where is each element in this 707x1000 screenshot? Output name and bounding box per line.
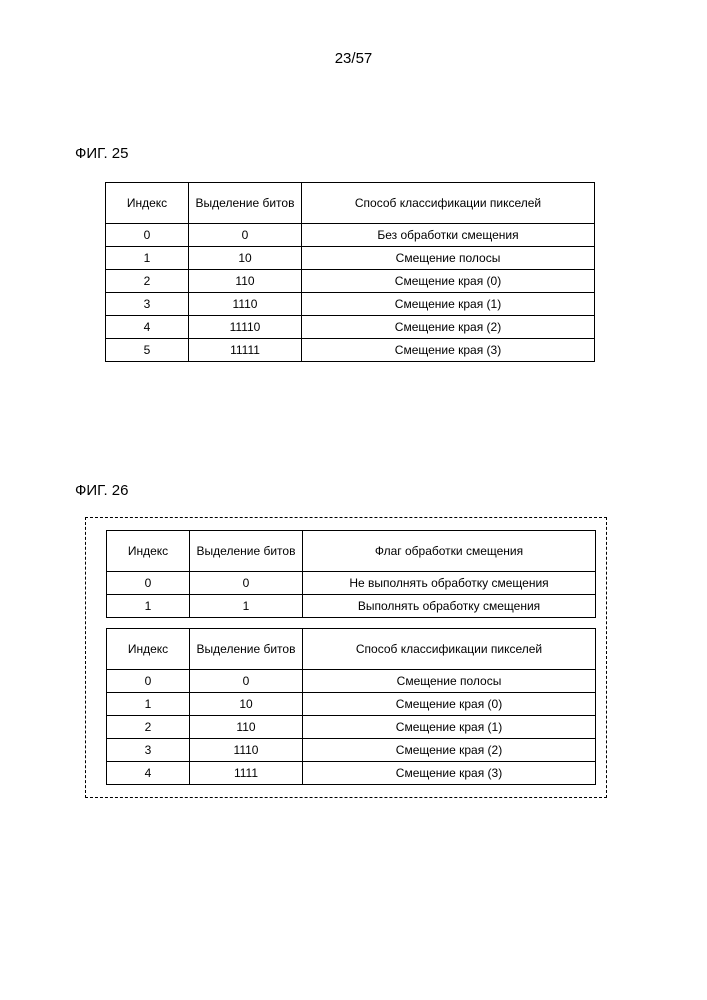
col-header-method: Способ классификации пикселей	[302, 183, 595, 224]
cell-method: Смещение края (1)	[302, 293, 595, 316]
page-number: 23/57	[0, 0, 707, 67]
cell-bits: 110	[190, 716, 303, 739]
table-header-row: Индекс Выделение битов Флаг обработки см…	[107, 531, 596, 572]
table-row: 5 11111 Смещение края (3)	[106, 339, 595, 362]
cell-bits: 1110	[189, 293, 302, 316]
cell-method: Смещение края (0)	[303, 693, 596, 716]
cell-index: 4	[107, 762, 190, 785]
fig26-dashed-container: Индекс Выделение битов Флаг обработки см…	[85, 517, 607, 798]
cell-method: Смещение края (3)	[303, 762, 596, 785]
table-row: 4 1111 Смещение края (3)	[107, 762, 596, 785]
cell-flag: Выполнять обработку смещения	[303, 595, 596, 618]
table-row: 1 10 Смещение края (0)	[107, 693, 596, 716]
table-row: 3 1110 Смещение края (1)	[106, 293, 595, 316]
table-row: 3 1110 Смещение края (2)	[107, 739, 596, 762]
cell-index: 5	[106, 339, 189, 362]
table-header-row: Индекс Выделение битов Способ классифика…	[107, 629, 596, 670]
cell-index: 0	[106, 224, 189, 247]
cell-bits: 110	[189, 270, 302, 293]
cell-method: Без обработки смещения	[302, 224, 595, 247]
cell-bits: 0	[189, 224, 302, 247]
col-header-index: Индекс	[107, 531, 190, 572]
table-row: 4 11110 Смещение края (2)	[106, 316, 595, 339]
fig25-label: ФИГ. 25	[75, 145, 707, 162]
cell-index: 0	[107, 670, 190, 693]
cell-method: Смещение полосы	[302, 247, 595, 270]
cell-index: 2	[107, 716, 190, 739]
fig26-label: ФИГ. 26	[75, 482, 707, 499]
col-header-bits: Выделение битов	[190, 629, 303, 670]
cell-bits: 0	[190, 670, 303, 693]
cell-bits: 0	[190, 572, 303, 595]
cell-bits: 10	[190, 693, 303, 716]
cell-bits: 11111	[189, 339, 302, 362]
cell-index: 1	[106, 247, 189, 270]
fig26-table-a: Индекс Выделение битов Флаг обработки см…	[106, 530, 596, 618]
col-header-bits: Выделение битов	[190, 531, 303, 572]
cell-index: 1	[107, 595, 190, 618]
table-row: 1 1 Выполнять обработку смещения	[107, 595, 596, 618]
cell-index: 0	[107, 572, 190, 595]
table-row: 1 10 Смещение полосы	[106, 247, 595, 270]
cell-index: 3	[107, 739, 190, 762]
col-header-method: Способ классификации пикселей	[303, 629, 596, 670]
cell-index: 4	[106, 316, 189, 339]
col-header-bits: Выделение битов	[189, 183, 302, 224]
cell-method: Смещение края (1)	[303, 716, 596, 739]
table-row: 0 0 Не выполнять обработку смещения	[107, 572, 596, 595]
cell-bits: 1111	[190, 762, 303, 785]
cell-method: Смещение края (2)	[302, 316, 595, 339]
col-header-index: Индекс	[107, 629, 190, 670]
cell-bits: 11110	[189, 316, 302, 339]
cell-bits: 10	[189, 247, 302, 270]
cell-index: 1	[107, 693, 190, 716]
cell-method: Смещение края (2)	[303, 739, 596, 762]
col-header-flag: Флаг обработки смещения	[303, 531, 596, 572]
table-row: 0 0 Смещение полосы	[107, 670, 596, 693]
cell-method: Смещение края (0)	[302, 270, 595, 293]
fig26-table-b: Индекс Выделение битов Способ классифика…	[106, 628, 596, 785]
cell-index: 2	[106, 270, 189, 293]
cell-method: Смещение края (3)	[302, 339, 595, 362]
cell-bits: 1	[190, 595, 303, 618]
cell-method: Смещение полосы	[303, 670, 596, 693]
fig25-table: Индекс Выделение битов Способ классифика…	[105, 182, 595, 362]
table-row: 2 110 Смещение края (0)	[106, 270, 595, 293]
table-row: 2 110 Смещение края (1)	[107, 716, 596, 739]
table-header-row: Индекс Выделение битов Способ классифика…	[106, 183, 595, 224]
cell-bits: 1110	[190, 739, 303, 762]
table-row: 0 0 Без обработки смещения	[106, 224, 595, 247]
col-header-index: Индекс	[106, 183, 189, 224]
cell-index: 3	[106, 293, 189, 316]
cell-flag: Не выполнять обработку смещения	[303, 572, 596, 595]
